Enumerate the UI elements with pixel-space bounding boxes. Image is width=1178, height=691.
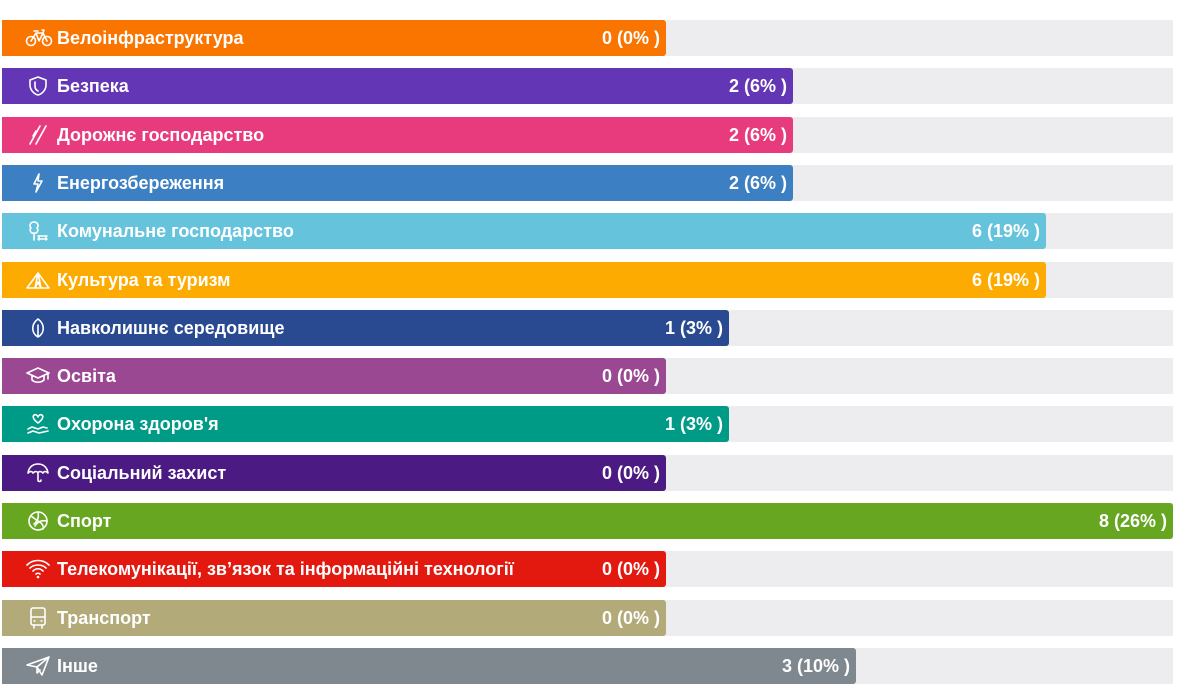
data-label: 2 (6% ) — [728, 76, 787, 96]
paper-plane-icon — [23, 654, 53, 678]
data-label: 6 (19% ) — [971, 270, 1040, 290]
category-label: Енергозбереження — [57, 173, 225, 193]
bar: Культура та туризм 6 (19% ) — [2, 262, 1046, 298]
category-label: Навколишнє середовище — [57, 318, 285, 338]
category-label: Телекомунікації, зв’язок та інформаційні… — [57, 559, 514, 579]
bicycle-icon — [23, 26, 53, 50]
bar-row: Культура та туризм 6 (19% ) — [2, 262, 1173, 298]
data-label: 2 (6% ) — [728, 125, 787, 145]
category-label: Охорона здоров'я — [57, 414, 219, 434]
heart-hand-icon — [23, 412, 53, 436]
graduation-cap-icon — [23, 364, 53, 388]
data-label: 1 (3% ) — [664, 414, 723, 434]
bar: Телекомунікації, зв’язок та інформаційні… — [2, 551, 666, 587]
category-label: Безпека — [57, 76, 129, 96]
bar: Охорона здоров'я 1 (3% ) — [2, 406, 729, 442]
category-label: Транспорт — [57, 608, 151, 628]
data-label: 3 (10% ) — [781, 656, 850, 676]
data-label: 0 (0% ) — [601, 366, 660, 386]
bar-row: Телекомунікації, зв’язок та інформаційні… — [2, 551, 1173, 587]
tent-icon — [23, 268, 53, 292]
umbrella-icon — [23, 461, 53, 485]
bar: Дорожнє господарство 2 (6% ) — [2, 117, 793, 153]
data-label: 8 (26% ) — [1098, 511, 1167, 531]
data-label: 0 (0% ) — [601, 463, 660, 483]
data-label: 1 (3% ) — [664, 318, 723, 338]
bar: Навколишнє середовище 1 (3% ) — [2, 310, 729, 346]
bar-row: Соціальний захист 0 (0% ) — [2, 455, 1173, 491]
bar-row: Спорт 8 (26% ) — [2, 503, 1173, 539]
category-label: Велоінфраструктура — [57, 28, 244, 48]
category-label: Соціальний захист — [57, 463, 227, 483]
data-label: 6 (19% ) — [971, 221, 1040, 241]
bar-row: Транспорт 0 (0% ) — [2, 600, 1173, 636]
bar-row: Інше 3 (10% ) — [2, 648, 1173, 684]
category-label: Спорт — [57, 511, 112, 531]
data-label: 0 (0% ) — [601, 608, 660, 628]
bar-row: Комунальне господарство 6 (19% ) — [2, 213, 1173, 249]
wifi-icon — [23, 557, 53, 581]
bar-row: Безпека 2 (6% ) — [2, 68, 1173, 104]
bus-icon — [23, 606, 53, 630]
bar: Безпека 2 (6% ) — [2, 68, 793, 104]
shield-icon — [23, 74, 53, 98]
bar-row: Освіта 0 (0% ) — [2, 358, 1173, 394]
leaf-icon — [23, 316, 53, 340]
bar-row: Дорожнє господарство 2 (6% ) — [2, 117, 1173, 153]
lightning-icon — [23, 171, 53, 195]
bar: Велоінфраструктура 0 (0% ) — [2, 20, 666, 56]
data-label: 0 (0% ) — [601, 28, 660, 48]
volleyball-icon — [23, 509, 53, 533]
bar: Комунальне господарство 6 (19% ) — [2, 213, 1046, 249]
bar-row: Велоінфраструктура 0 (0% ) — [2, 20, 1173, 56]
bar: Транспорт 0 (0% ) — [2, 600, 666, 636]
category-label: Інше — [57, 656, 98, 676]
bar-row: Навколишнє середовище 1 (3% ) — [2, 310, 1173, 346]
road-icon — [23, 123, 53, 147]
bar: Соціальний захист 0 (0% ) — [2, 455, 666, 491]
category-label: Культура та туризм — [57, 270, 231, 290]
bar: Енергозбереження 2 (6% ) — [2, 165, 793, 201]
category-label: Освіта — [57, 366, 116, 386]
category-label: Комунальне господарство — [57, 221, 294, 241]
bar-row: Енергозбереження 2 (6% ) — [2, 165, 1173, 201]
category-label: Дорожнє господарство — [57, 125, 265, 145]
data-label: 0 (0% ) — [601, 559, 660, 579]
bar: Освіта 0 (0% ) — [2, 358, 666, 394]
bar: Спорт 8 (26% ) — [2, 503, 1173, 539]
data-label: 2 (6% ) — [728, 173, 787, 193]
bar: Інше 3 (10% ) — [2, 648, 856, 684]
bar-row: Охорона здоров'я 1 (3% ) — [2, 406, 1173, 442]
tree-bench-icon — [23, 219, 53, 243]
